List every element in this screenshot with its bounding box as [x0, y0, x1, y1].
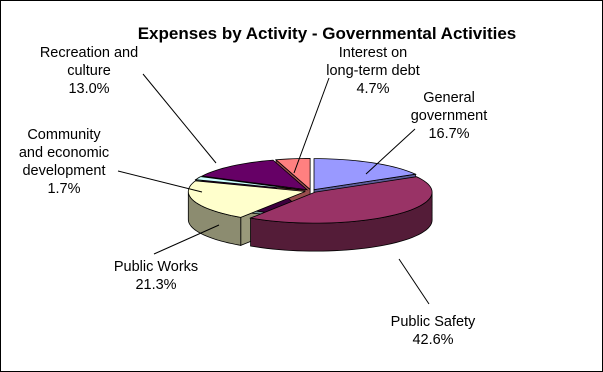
chart-title: Expenses by Activity - Governmental Acti… — [138, 24, 517, 43]
label-public-safety: Public Safety 42.6% — [391, 314, 476, 348]
value-label-recreation-and-culture: 13.0% — [68, 81, 109, 97]
pie-slice-community-and-economic-development — [194, 176, 306, 191]
name-label-general-government: government — [411, 108, 488, 124]
leader-line-public-works — [153, 224, 220, 255]
name-label-community-and-economic-development: development — [22, 163, 105, 179]
pie-slice-interest-on-long-term-debt — [275, 158, 311, 191]
name-label-interest-on-long-term-debt: long-term debt — [326, 63, 420, 79]
value-label-general-government: 16.7% — [428, 126, 469, 142]
pie-slice-recreation-and-culture — [200, 159, 309, 191]
leader-line-interest-on-long-term-debt — [293, 77, 330, 174]
leader-line-community-and-economic-development — [117, 170, 203, 193]
leader-line-public-safety — [398, 258, 430, 305]
label-layer: General government 16.7% Public Safety 42.6%… — [19, 45, 487, 348]
value-label-public-safety: 42.6% — [412, 332, 453, 348]
name-label-community-and-economic-development: and economic — [19, 145, 109, 161]
value-label-community-and-economic-development: 1.7% — [47, 181, 80, 197]
label-general-government: General government 16.7% — [411, 90, 488, 142]
leader-line-recreation-and-culture — [142, 73, 217, 164]
name-label-recreation-and-culture: culture — [67, 63, 111, 79]
label-recreation-and-culture: Recreation and culture 13.0% — [40, 45, 138, 97]
pie-slice-general-government — [313, 158, 417, 191]
pie-slice-public-works — [187, 180, 306, 218]
value-label-public-works: 21.3% — [135, 277, 176, 293]
pie-layer — [187, 158, 433, 252]
name-label-recreation-and-culture: Recreation and — [40, 45, 138, 61]
label-interest-on-long-term-debt: Interest on long-term debt 4.7% — [326, 45, 420, 97]
label-community-and-economic-development: Community and economic development 1.7% — [19, 127, 109, 197]
pie-slice-public-safety — [249, 176, 433, 224]
name-label-interest-on-long-term-debt: Interest on — [339, 45, 408, 61]
name-label-public-safety: Public Safety — [391, 314, 476, 330]
name-label-community-and-economic-development: Community — [27, 127, 101, 143]
leader-line-general-government — [365, 128, 416, 175]
name-label-public-works: Public Works — [114, 259, 198, 275]
value-label-interest-on-long-term-debt: 4.7% — [356, 81, 389, 97]
label-public-works: Public Works 21.3% — [114, 259, 198, 293]
name-label-general-government: General — [423, 90, 475, 106]
